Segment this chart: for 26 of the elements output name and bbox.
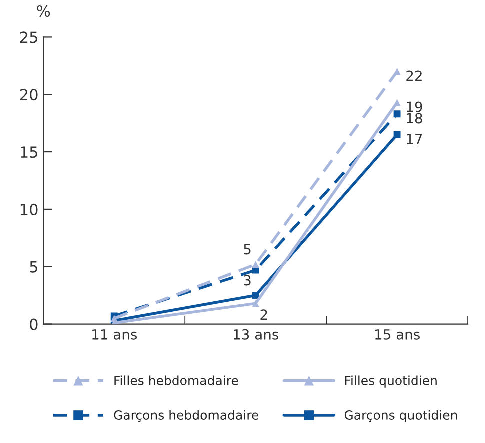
legend-label: Garçons quotidien — [344, 410, 458, 422]
data-label: 3 — [244, 275, 251, 286]
legend-label: Garçons hebdomadaire — [114, 410, 259, 422]
y-tick-label: 25 — [20, 32, 38, 44]
data-label: 22 — [406, 70, 422, 82]
legend-label: Filles quotidien — [345, 376, 437, 388]
x-tick-label: 11 ans — [92, 330, 138, 340]
data-label: 18 — [407, 113, 422, 124]
y-tick-label: 5 — [30, 262, 38, 273]
data-label: 19 — [407, 102, 422, 112]
data-label: 2 — [260, 310, 268, 320]
data-label: 17 — [407, 134, 422, 144]
y-tick-label: 15 — [21, 146, 38, 158]
y-tick-label: 0 — [30, 318, 38, 330]
data-label: 5 — [244, 244, 251, 255]
point — [394, 110, 401, 118]
x-tick-label: 13 ans — [234, 329, 278, 340]
point — [394, 131, 401, 138]
point — [252, 261, 260, 268]
point — [252, 300, 260, 308]
y-axis-title: % — [37, 5, 50, 18]
y-tick-label: 20 — [20, 89, 38, 101]
point — [252, 292, 260, 300]
y-tick-label: 10 — [21, 204, 38, 216]
legend-label: Filles hebdomadaire — [114, 376, 238, 386]
x-tick-label: 15 ans — [376, 330, 420, 340]
